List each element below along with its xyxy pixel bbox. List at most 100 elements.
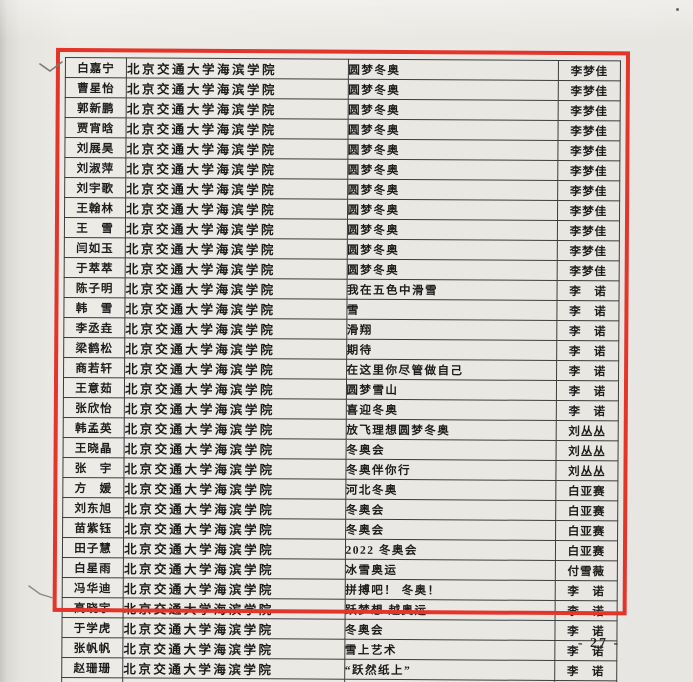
cell-advisor: 李 诺	[556, 320, 619, 341]
cell-university: 北京交通大学海滨学院	[123, 517, 346, 540]
cell-advisor: 李 诺	[556, 380, 619, 401]
cell-student-name: 商若轩	[63, 357, 125, 378]
cell-student-name: 韩 雪	[63, 297, 126, 318]
cell-university: 北京交通大学海滨学院	[122, 677, 345, 682]
cell-work-title: 喜迎冬奥	[345, 399, 557, 421]
cell-student-name: 郭新鹏	[65, 97, 127, 118]
cell-advisor: 李梦佳	[558, 60, 621, 81]
table-row: 王翰林 北京交通大学海滨学院 圆梦冬奥 李梦佳	[64, 197, 620, 221]
cell-work-title: 冬奥会	[345, 439, 557, 461]
page-number: - 27 -	[577, 636, 621, 651]
cell-advisor: 白亚赛	[555, 480, 618, 501]
cell-work-title: 圆梦冬奥	[347, 99, 559, 121]
table-row: 田子慧 北京交通大学海滨学院 2022 冬奥会 白亚赛	[62, 537, 618, 561]
table-row: 方 媛 北京交通大学海滨学院 河北冬奥 白亚赛	[62, 477, 618, 501]
cell-work-title: 期待	[346, 339, 557, 361]
cell-advisor: 刘丛丛	[555, 460, 619, 481]
table-row: 刘东旭 北京交通大学海滨学院 冬奥会 白亚赛	[62, 497, 618, 521]
cell-university: 北京交通大学海滨学院	[125, 137, 348, 160]
cell-advisor: 李 诺	[556, 400, 619, 421]
cell-advisor: 白亚赛	[555, 540, 618, 561]
cell-work-title: 冬奥会	[345, 499, 556, 521]
cell-university: 北京交通大学海滨学院	[124, 317, 347, 340]
cell-university: 北京交通大学海滨学院	[123, 477, 346, 500]
cell-university: 北京交通大学海滨学院	[125, 157, 348, 180]
cell-advisor: 李梦佳	[557, 140, 620, 161]
cell-student-name: 冯华迪	[62, 577, 124, 598]
table-row: 刘淑萍 北京交通大学海滨学院 圆梦冬奥 李梦佳	[64, 157, 620, 181]
cell-university: 北京交通大学海滨学院	[125, 297, 347, 320]
cell-student-name: 曹星怡	[65, 77, 127, 98]
cell-university: 北京交通大学海滨学院	[123, 557, 345, 580]
table-row: 赵珊珊 北京交通大学海滨学院 “跃然纸上” 李 诺	[61, 657, 617, 681]
cell-work-title: 雪上艺术	[344, 639, 555, 661]
cell-university: 北京交通大学海滨学院	[124, 457, 346, 480]
cell-advisor: 白亚赛	[555, 500, 618, 521]
cell-work-title: 圆梦冬奥	[346, 259, 558, 281]
cell-work-title: 圆梦冬奥	[347, 79, 559, 101]
cell-university: 北京交通大学海滨学院	[124, 357, 347, 380]
table-row: 曹星怡 北京交通大学海滨学院 圆梦冬奥 李梦佳	[65, 77, 621, 101]
cell-student-name: 于萃萃	[64, 257, 126, 278]
table-row: 王 雪 北京交通大学海滨学院 圆梦冬奥 李梦佳	[64, 217, 620, 241]
table-row: 梁鹤松 北京交通大学海滨学院 期待 李 诺	[63, 337, 619, 361]
table-row: 贾宵晗 北京交通大学海滨学院 圆梦冬奥 李梦佳	[64, 117, 621, 141]
cell-work-title: 冬奥伴你行	[345, 459, 556, 481]
cell-university: 北京交通大学海滨学院	[123, 497, 346, 520]
cell-work-title: 圆梦冬奥	[347, 199, 558, 221]
cell-work-title: 拼搏吧！ 冬奥！	[344, 579, 556, 601]
cell-student-name: 刘淑萍	[64, 157, 126, 178]
cell-advisor: 李 诺	[554, 660, 617, 681]
scan-speck	[676, 8, 679, 11]
cell-student-name: 刘雅倩	[61, 677, 123, 682]
cell-student-name: 李丞垚	[63, 317, 126, 338]
cell-work-title: 圆梦雪山	[345, 379, 557, 401]
table-row: 于学虎 北京交通大学海滨学院 冬奥会 李 诺	[61, 617, 618, 641]
cell-university: 北京交通大学海滨学院	[124, 437, 346, 460]
table-row: 白星雨 北京交通大学海滨学院 冰雪奥运 付雪薇	[62, 557, 618, 581]
cell-advisor: 李梦佳	[557, 240, 620, 261]
cell-advisor: 白亚赛	[555, 520, 618, 541]
cell-advisor: 李梦佳	[557, 180, 620, 201]
cell-student-name: 王翰林	[64, 197, 126, 218]
cell-work-title: 2022 冬奥会	[344, 539, 556, 561]
cell-work-title: 河北冬奥	[345, 479, 556, 501]
results-table-body: 白嘉宁 北京交通大学海滨学院 圆梦冬奥 李梦佳 曹星怡 北京交通大学海滨学院 圆…	[61, 57, 621, 682]
cell-work-title: 圆梦冬奥	[347, 179, 558, 201]
cell-university: 北京交通大学海滨学院	[125, 277, 347, 300]
cell-student-name: 梁鹤松	[63, 337, 125, 358]
cell-student-name: 高晓宇	[62, 597, 124, 618]
cell-student-name: 张 宇	[62, 457, 125, 478]
cell-advisor: 李梦佳	[558, 80, 621, 101]
cell-student-name: 王 雪	[64, 217, 126, 238]
cell-work-title: 我在五色中滑雪	[346, 279, 558, 301]
table-row: 王意茹 北京交通大学海滨学院 圆梦雪山 李 诺	[63, 377, 619, 401]
cell-work-title: 跃梦想 越奥运	[344, 599, 556, 621]
table-row: 苗紫钰 北京交通大学海滨学院 冬奥会 白亚赛	[62, 517, 618, 541]
cell-university: 北京交通大学海滨学院	[126, 117, 348, 140]
cell-advisor: 刘丛丛	[556, 420, 619, 441]
cell-university: 北京交通大学海滨学院	[123, 617, 345, 640]
cell-university: 北京交通大学海滨学院	[126, 77, 348, 100]
cell-university: 北京交通大学海滨学院	[123, 577, 345, 600]
cell-student-name: 田子慧	[62, 537, 124, 558]
cell-advisor: 李梦佳	[557, 160, 620, 181]
cell-university: 北京交通大学海滨学院	[124, 377, 347, 400]
cell-advisor: 李梦佳	[557, 220, 620, 241]
cell-advisor: 李 诺	[556, 360, 619, 381]
table-row: 陈子明 北京交通大学海滨学院 我在五色中滑雪 李 诺	[64, 277, 620, 301]
cell-work-title: 雪	[346, 299, 557, 321]
cell-student-name: 刘展昊	[64, 137, 127, 158]
table-row: 张欣怡 北京交通大学海滨学院 喜迎冬奥 李 诺	[63, 397, 619, 421]
cell-work-title: 放飞理想圆梦冬奥	[345, 419, 557, 441]
cell-work-title: 冰雪奥运	[344, 559, 556, 581]
cell-university: 北京交通大学海滨学院	[122, 657, 345, 680]
cell-university: 北京交通大学海滨学院	[124, 337, 347, 360]
cell-work-title: 圆梦冬奥	[347, 159, 558, 181]
table-row: 高晓宇 北京交通大学海滨学院 跃梦想 越奥运 李 诺	[62, 597, 618, 621]
cell-university: 北京交通大学海滨学院	[124, 417, 346, 440]
cell-advisor: 李 诺	[556, 280, 620, 301]
cell-university: 北京交通大学海滨学院	[124, 397, 346, 420]
cell-work-title: 圆梦冬奥	[347, 139, 558, 161]
